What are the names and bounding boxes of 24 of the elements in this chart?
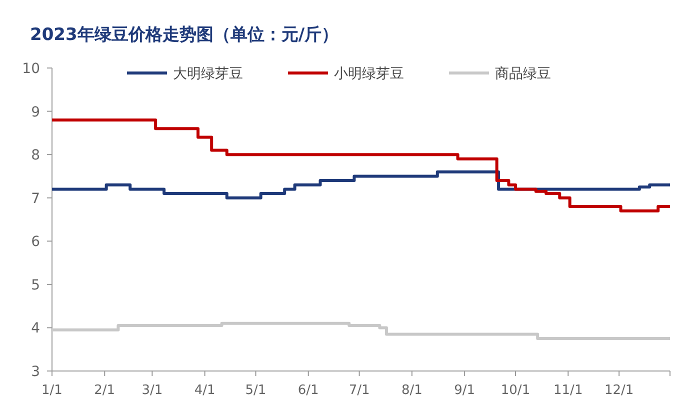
x-tick-label: 12/1	[604, 383, 634, 398]
x-tick-label: 9/1	[454, 383, 476, 398]
x-tick-label: 4/1	[194, 383, 216, 398]
y-tick-label: 3	[31, 364, 40, 380]
x-tick-label: 10/1	[500, 383, 530, 398]
y-tick-label: 10	[22, 61, 40, 77]
x-tick-label: 5/1	[245, 383, 266, 398]
y-tick-label: 9	[31, 104, 40, 120]
x-tick-label: 11/1	[554, 383, 583, 398]
y-tick-label: 4	[31, 320, 40, 337]
legend-label: 大明绿芽豆	[173, 66, 243, 82]
legend-label: 小明绿芽豆	[334, 66, 404, 82]
x-tick-label: 8/1	[401, 383, 422, 398]
chart-title: 2023年绿豆价格走势图（单位：元/斤）	[30, 25, 339, 45]
y-tick-label: 6	[31, 234, 40, 250]
legend-label: 商品绿豆	[495, 66, 551, 82]
x-tick-label: 2/1	[94, 383, 116, 398]
x-tick-label: 1/1	[42, 383, 62, 398]
x-tick-label: 7/1	[348, 383, 370, 398]
y-tick-label: 8	[31, 148, 40, 164]
x-tick-label: 6/1	[298, 383, 319, 398]
x-tick-label: 3/1	[142, 383, 163, 398]
y-tick-label: 5	[31, 277, 40, 294]
y-tick-label: 7	[31, 190, 40, 207]
